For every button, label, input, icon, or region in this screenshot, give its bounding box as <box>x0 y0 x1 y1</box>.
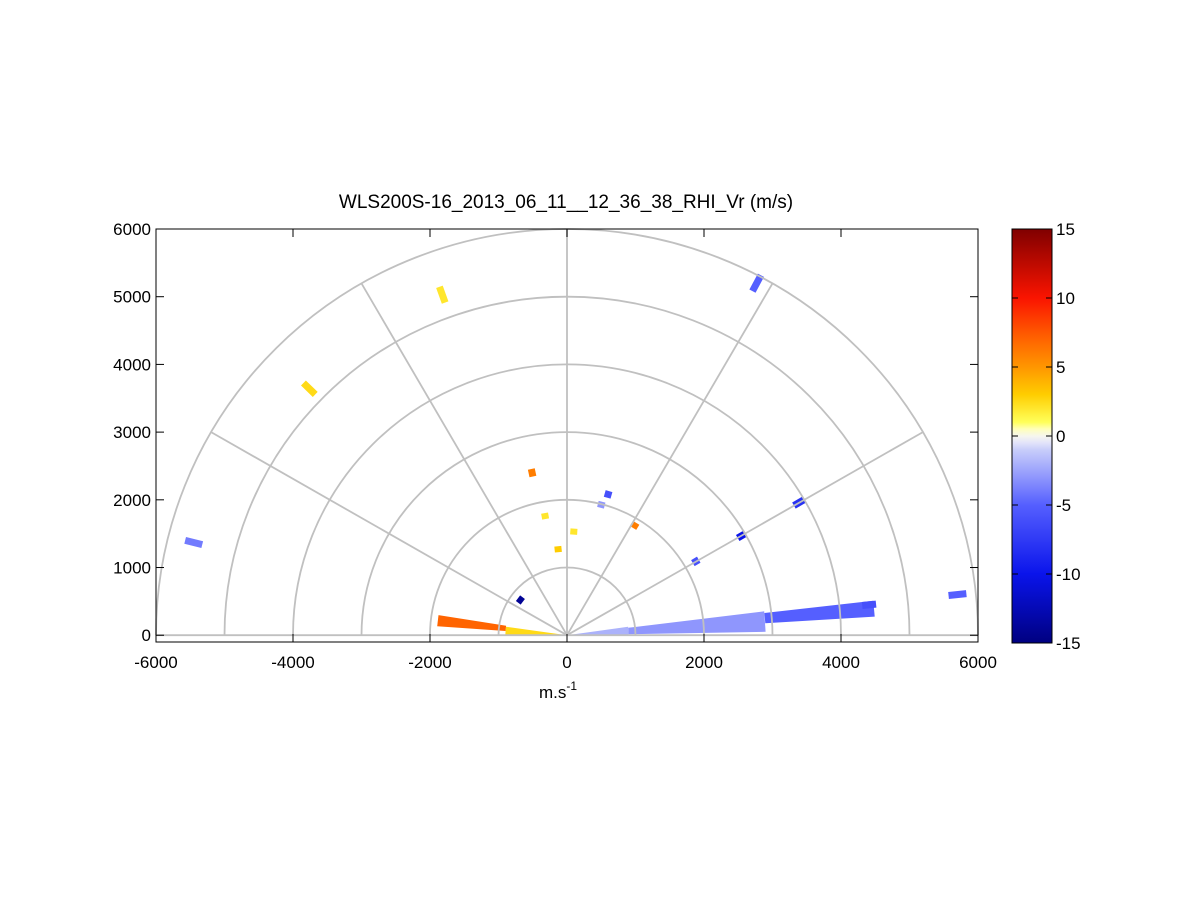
colorbar-tick-label: -10 <box>1056 565 1081 584</box>
velocity-data-layer <box>184 273 967 636</box>
velocity-cell <box>570 528 578 535</box>
x-tick-label: -4000 <box>271 653 314 672</box>
axes: -6000 -4000 -2000 0 2000 4000 6000 0 1000 2000 300… <box>113 220 997 672</box>
y-tick-label: 2000 <box>113 491 151 510</box>
x-tick-label: 2000 <box>685 653 723 672</box>
velocity-cell <box>527 468 537 478</box>
y-tick-label: 0 <box>142 626 151 645</box>
y-tick-label: 3000 <box>113 423 151 442</box>
x-tick-label: -6000 <box>134 653 177 672</box>
x-tick-label: 0 <box>562 653 571 672</box>
velocity-cell <box>184 536 204 549</box>
velocity-sector <box>505 626 567 636</box>
x-axis-label: m.s-1 <box>539 679 577 702</box>
colorbar: 15 10 5 0 -5 -10 -15 <box>1011 220 1081 653</box>
x-axis-label-base: m.s <box>539 683 566 702</box>
velocity-cell <box>436 285 449 304</box>
x-tick-label: 6000 <box>959 653 997 672</box>
velocity-cell <box>861 600 877 609</box>
y-tick-label: 6000 <box>113 220 151 239</box>
velocity-cell <box>554 545 562 553</box>
grid-spoke <box>210 431 568 636</box>
velocity-sector <box>764 600 875 624</box>
grid-spoke <box>360 282 568 636</box>
x-tick-label: -2000 <box>408 653 451 672</box>
colorbar-tick-label: 5 <box>1056 358 1065 377</box>
colorbar-gradient <box>1011 228 1053 644</box>
velocity-sector <box>567 626 629 636</box>
velocity-cell <box>603 490 613 499</box>
y-tick-label: 5000 <box>113 288 151 307</box>
velocity-sector <box>628 611 766 635</box>
colorbar-tick-label: 10 <box>1056 289 1075 308</box>
velocity-cell <box>948 590 967 600</box>
x-axis-label-exponent: -1 <box>566 679 577 693</box>
colorbar-tick-label: -15 <box>1056 634 1081 653</box>
x-tick-label: 4000 <box>822 653 860 672</box>
velocity-cell <box>541 512 550 520</box>
velocity-cell <box>515 595 525 605</box>
grid-spoke <box>566 282 774 636</box>
velocity-cell <box>749 273 765 293</box>
colorbar-tick-label: 0 <box>1056 427 1065 446</box>
grid-spoke <box>566 431 924 636</box>
colorbar-tick-label: 15 <box>1056 220 1075 239</box>
y-tick-label: 4000 <box>113 355 151 374</box>
velocity-cell <box>301 380 318 397</box>
chart-title: WLS200S-16_2013_06_11__12_36_38_RHI_Vr (… <box>339 192 793 213</box>
y-tick-label: 1000 <box>113 559 151 578</box>
velocity-sector <box>437 615 507 631</box>
colorbar-tick-label: -5 <box>1056 496 1071 515</box>
